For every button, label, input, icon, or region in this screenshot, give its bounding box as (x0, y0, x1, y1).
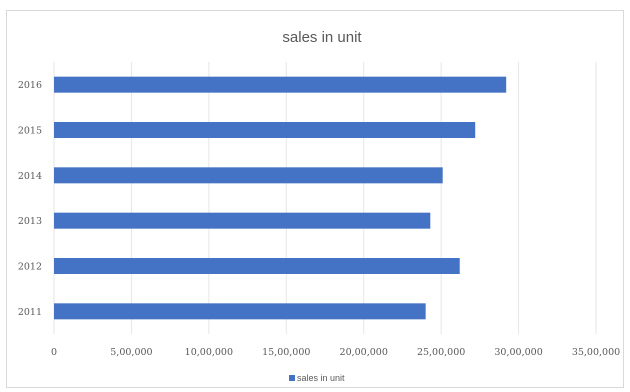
bar-2014 (54, 167, 443, 184)
x-tick-label: 30,00,000 (494, 347, 542, 358)
bar-2015 (54, 122, 476, 138)
bar-2016 (54, 76, 507, 93)
chart-area (6, 10, 624, 388)
x-tick-label: 35,00,000 (572, 347, 620, 358)
x-tick-label: 0 (51, 347, 57, 358)
y-tick-label: 2011 (18, 307, 42, 318)
bar-2012 (54, 258, 460, 274)
y-axis-labels: 2011 2012 2013 2014 2015 2016 (18, 80, 42, 318)
y-tick-label: 2015 (18, 126, 42, 137)
x-tick-label: 20,00,000 (340, 347, 388, 358)
y-tick-label: 2016 (18, 80, 42, 91)
x-tick-label: 5,00,000 (110, 347, 152, 358)
bar-2011 (54, 303, 426, 320)
y-tick-label: 2013 (18, 216, 42, 227)
bar-2013 (54, 212, 431, 229)
gridlines (53, 62, 597, 334)
x-axis-labels: 0 5,00,000 10,00,000 15,00,000 20,00,000 25,0… (51, 347, 620, 358)
legend-label: sales in unit (297, 373, 345, 383)
y-tick-label: 2012 (18, 262, 42, 273)
chart-title: sales in unit (282, 29, 362, 46)
x-tick-label: 25,00,000 (417, 347, 465, 358)
x-tick-label: 15,00,000 (262, 347, 310, 358)
x-tick-label: 10,00,000 (185, 347, 233, 358)
legend-swatch (289, 375, 295, 381)
bars (54, 76, 507, 320)
legend: sales in unit (289, 373, 345, 383)
y-tick-label: 2014 (18, 171, 42, 182)
